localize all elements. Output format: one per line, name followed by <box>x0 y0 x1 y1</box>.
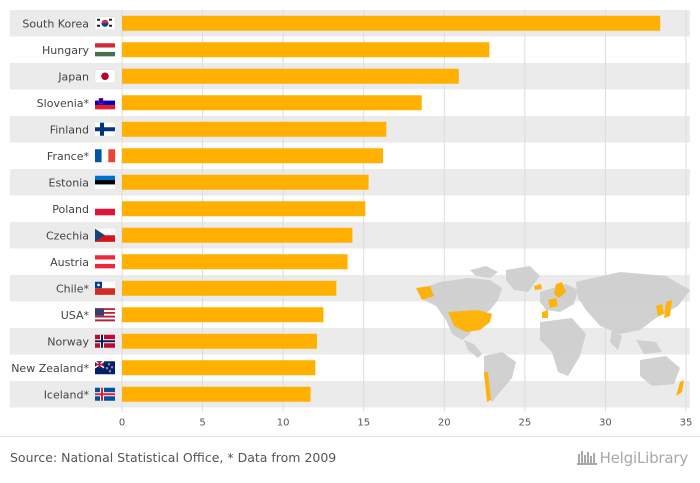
bar <box>122 95 422 111</box>
footer-divider <box>0 436 700 437</box>
category-label: Chile* <box>56 282 90 295</box>
flags <box>94 16 116 401</box>
category-label: Slovenia* <box>37 97 90 110</box>
x-axis-ticks: 0 5 10 15 20 25 30 35 <box>119 418 693 429</box>
bar <box>122 307 324 323</box>
category-label: Poland <box>52 203 89 216</box>
category-label: South Korea <box>22 17 89 30</box>
x-tick-label: 15 <box>357 418 370 429</box>
flag-kr-icon <box>94 16 116 30</box>
x-tick-label: 5 <box>199 418 205 429</box>
brand-name: HelgiLibrary <box>599 449 689 467</box>
flag-nz-icon <box>94 360 115 375</box>
source-note: Source: National Statistical Office, * D… <box>10 450 337 465</box>
bar <box>122 148 384 164</box>
usa-highlight <box>448 310 492 332</box>
category-label: Finland <box>50 123 89 136</box>
flag-cz-icon <box>95 228 115 242</box>
bar <box>122 15 661 31</box>
chile-highlight <box>484 372 491 402</box>
flag-ee-icon <box>95 175 115 189</box>
bar <box>122 360 316 376</box>
category-label: Norway <box>47 335 89 348</box>
x-tick-label: 0 <box>119 418 125 429</box>
bar <box>122 333 317 349</box>
flag-us-icon <box>95 308 115 322</box>
brand-logo[interactable]: HelgiLibrary <box>576 449 689 469</box>
bars <box>122 15 661 402</box>
x-tick-label: 25 <box>518 418 531 429</box>
flag-is-icon <box>95 387 115 401</box>
category-label: Austria <box>50 256 89 269</box>
flag-no-icon <box>95 334 115 348</box>
flag-si-icon <box>95 96 115 110</box>
bar <box>122 254 348 270</box>
bar <box>122 68 459 84</box>
bar <box>122 121 387 137</box>
flag-jp-icon <box>94 69 116 83</box>
flag-at-icon <box>95 255 115 269</box>
flag-fi-icon <box>95 122 115 136</box>
x-tick-label: 10 <box>277 418 290 429</box>
bar <box>122 42 490 58</box>
bar <box>122 386 311 402</box>
category-label: Iceland* <box>44 388 90 401</box>
x-tick-label: 20 <box>438 418 451 429</box>
category-label: Hungary <box>42 44 89 57</box>
category-label: France* <box>47 150 90 163</box>
bar <box>122 227 353 243</box>
flag-pl-icon <box>95 202 115 216</box>
category-label: Japan <box>57 70 89 83</box>
category-label: USA* <box>61 309 90 322</box>
bar <box>122 174 369 190</box>
world-map-icon <box>416 266 690 402</box>
flag-fr-icon <box>95 149 116 163</box>
library-icon <box>576 449 597 469</box>
category-label: New Zealand* <box>11 362 89 375</box>
bar <box>122 280 337 296</box>
category-label: Czechia <box>46 229 89 242</box>
bar <box>122 201 366 217</box>
flag-hu-icon <box>95 43 115 57</box>
category-label: Estonia <box>49 176 90 189</box>
bar-chart: South Korea Hungary Japan Slovenia* Finland F… <box>10 10 693 429</box>
flag-cl-icon <box>95 281 115 295</box>
category-labels: South Korea Hungary Japan Slovenia* Finland F… <box>11 17 89 401</box>
x-tick-label: 30 <box>599 418 612 429</box>
x-tick-label: 35 <box>680 418 693 429</box>
